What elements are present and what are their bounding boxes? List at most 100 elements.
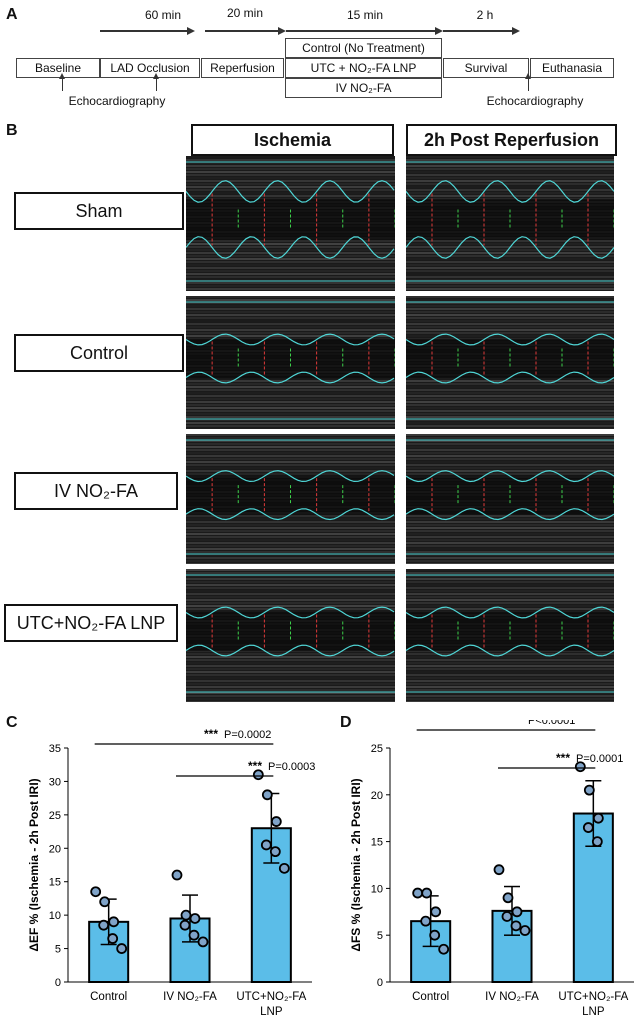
echo-texture-band xyxy=(186,407,395,409)
echo-texture-band xyxy=(186,174,395,176)
data-point xyxy=(583,784,595,796)
echo-trace-top xyxy=(406,180,614,203)
echo-texture-band xyxy=(406,461,614,463)
panel-b-letter: B xyxy=(6,122,18,139)
echo-texture-band xyxy=(186,302,395,304)
data-point xyxy=(99,896,111,908)
step-baseline: Baseline xyxy=(16,58,100,78)
echo-texture-band xyxy=(186,698,395,700)
echo-texture-band xyxy=(406,195,614,197)
echo-texture-band xyxy=(406,323,614,325)
echo-texture-band xyxy=(406,314,614,316)
echo-texture-band xyxy=(406,551,614,553)
echo-texture-band xyxy=(186,410,395,412)
echo-texture-band xyxy=(186,656,395,658)
echo-texture-band xyxy=(406,174,614,176)
step-euthanasia: Euthanasia xyxy=(530,58,614,78)
echo-texture-band xyxy=(406,279,614,281)
echo-texture-band xyxy=(186,527,395,529)
echo-trace-top xyxy=(186,470,395,483)
echo-texture-band xyxy=(406,518,614,520)
echo-texture-band xyxy=(406,416,614,418)
arrow-60min xyxy=(100,27,195,35)
echo-texture-band xyxy=(186,569,395,571)
y-tick-label: 20 xyxy=(49,843,61,855)
data-point xyxy=(429,929,441,941)
echo-texture-band xyxy=(406,282,614,284)
echo-texture-band xyxy=(186,563,395,564)
echo-texture-band xyxy=(186,695,395,697)
echo-texture-band xyxy=(186,653,395,655)
echo-texture-band xyxy=(406,692,614,694)
data-point xyxy=(582,822,594,833)
echo-texture-band xyxy=(186,557,395,559)
arrow-2h xyxy=(443,27,520,35)
echo-texture-band xyxy=(186,323,395,325)
panel-a-letter: A xyxy=(6,6,18,23)
duration-20min: 20 min xyxy=(226,6,264,20)
data-point xyxy=(171,869,183,881)
echo-texture-band xyxy=(186,662,395,664)
echo-trace-bottom xyxy=(406,644,614,657)
echo-texture-band xyxy=(406,249,614,251)
echo-texture-band xyxy=(406,677,614,679)
echo-texture-band xyxy=(406,425,614,427)
echo-texture-band xyxy=(186,419,395,421)
x-tick-label: IV NO₂-FA xyxy=(163,991,217,1003)
echo-arrow-end xyxy=(525,73,531,91)
echo-texture-band xyxy=(406,285,614,287)
echo-texture-band xyxy=(406,524,614,526)
echo-cavity xyxy=(186,475,395,515)
data-point xyxy=(510,920,522,932)
echo-texture-band xyxy=(186,587,395,589)
data-point xyxy=(197,936,209,948)
data-point xyxy=(252,769,264,781)
x-tick-label: Control xyxy=(412,991,449,1003)
echo-texture-band xyxy=(186,258,395,260)
echo-texture-band xyxy=(406,659,614,661)
echo-texture-band xyxy=(186,668,395,670)
echo-texture-band xyxy=(186,608,395,610)
echo-texture-band xyxy=(186,665,395,667)
echo-texture-band xyxy=(406,587,614,589)
echo-texture-band xyxy=(406,311,614,313)
echo-texture-band xyxy=(186,186,395,188)
echo-texture-band xyxy=(406,407,614,409)
echo-texture-band xyxy=(406,608,614,610)
echo-texture-band xyxy=(406,569,614,571)
echo-texture-band xyxy=(186,267,395,269)
echo-texture-band xyxy=(186,659,395,661)
echo-texture-band xyxy=(186,255,395,257)
echo-texture-band xyxy=(186,296,395,298)
echo-texture-band xyxy=(406,530,614,532)
y-tick-label: 35 xyxy=(49,743,61,755)
echo-texture-band xyxy=(186,171,395,173)
echo-texture-band xyxy=(186,162,395,164)
echo-image-sham-post xyxy=(406,156,614,291)
echo-texture-band xyxy=(186,470,395,472)
echo-texture-band xyxy=(186,383,395,385)
echo-trace-bottom xyxy=(406,236,614,259)
p-value-label: P=0.0001 xyxy=(576,753,623,765)
echo-texture-band xyxy=(406,683,614,685)
echo-texture-band xyxy=(186,413,395,415)
echo-texture-band xyxy=(186,198,395,200)
echo-texture-band xyxy=(186,159,395,161)
echo-texture-band xyxy=(406,557,614,559)
echo-texture-band xyxy=(406,261,614,263)
echo-texture-band xyxy=(406,422,614,424)
step-lad-occlusion: LAD Occlusion xyxy=(100,58,200,78)
echo-texture-band xyxy=(186,434,395,436)
significance-stars: *** xyxy=(556,751,570,765)
echo-texture-band xyxy=(186,243,395,245)
echo-texture-band xyxy=(406,392,614,394)
echo-texture-band xyxy=(186,311,395,313)
echo-texture-band xyxy=(186,452,395,454)
echo-texture-band xyxy=(186,192,395,194)
echo-texture-band xyxy=(406,395,614,397)
echo-texture-band xyxy=(186,264,395,266)
echo-texture-band xyxy=(406,662,614,664)
echo-label-1: Echocardiography xyxy=(68,94,166,108)
step-control-no-treatment: Control (No Treatment) xyxy=(285,38,442,58)
echo-texture-band xyxy=(406,695,614,697)
